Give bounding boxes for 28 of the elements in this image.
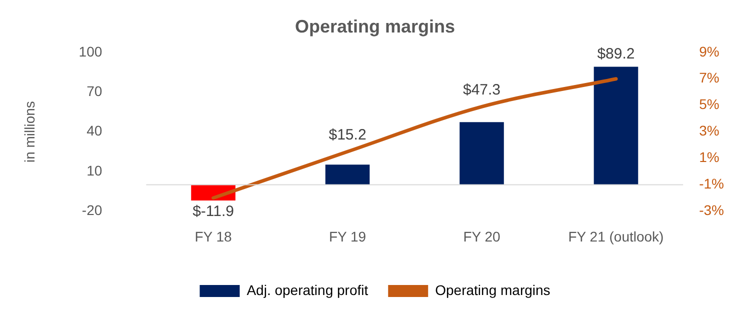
line-series (212, 77, 618, 200)
x-tick-label: FY 21 (outlook) (568, 228, 664, 244)
y2-tick-label: -1% (699, 176, 724, 192)
y-tick-label: 40 (86, 122, 102, 139)
x-tick-label: FY 19 (328, 228, 366, 244)
y2-tick-label: 7% (699, 70, 720, 86)
y2-tick-label: 1% (699, 149, 720, 166)
data-label: $-11.9 (192, 203, 234, 220)
x-tick-label: FY 20 (463, 228, 501, 244)
y-tick-label: 100 (78, 43, 102, 60)
legend-label: Operating margins (435, 282, 550, 298)
y-axis-title: in millions (21, 101, 38, 163)
legend-label: Adj. operating profit (246, 282, 368, 298)
bar (594, 66, 638, 185)
y2-tick-label: 5% (699, 96, 720, 112)
y2-tick-label: 9% (699, 43, 720, 60)
x-tick-label: FY 18 (194, 228, 232, 244)
data-label: $15.2 (328, 126, 366, 144)
bar (460, 122, 504, 185)
y2-tick-label: 3% (699, 122, 720, 139)
data-label: $89.2 (597, 45, 635, 62)
chart-title: Operating margins (294, 16, 456, 37)
y-tick-label: -20 (82, 202, 102, 218)
y-tick-label: 70 (86, 82, 102, 99)
y-tick-label: 10 (86, 162, 102, 178)
y2-tick-label: -3% (699, 202, 724, 218)
bar (325, 164, 370, 185)
data-label: $47.3 (462, 81, 501, 98)
